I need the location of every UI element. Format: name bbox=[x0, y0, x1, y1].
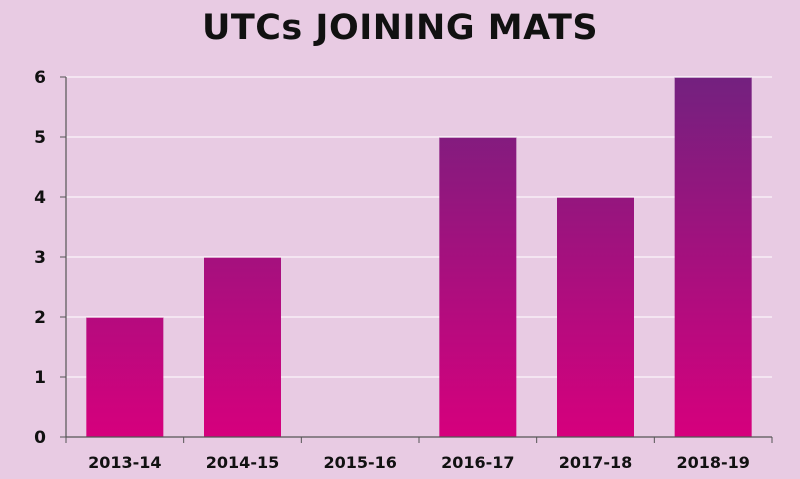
gridlines bbox=[66, 76, 772, 378]
axes bbox=[60, 76, 773, 443]
x-tick-label: 2014-15 bbox=[206, 453, 279, 472]
bar bbox=[674, 77, 752, 437]
bar bbox=[86, 317, 164, 437]
chart-title: UTCs JOINING MATS bbox=[201, 8, 599, 48]
bar bbox=[204, 257, 281, 437]
bar bbox=[557, 197, 634, 437]
x-tick-label: 2018-19 bbox=[676, 453, 749, 472]
bars bbox=[86, 76, 752, 437]
tick-labels: 0 1 2 3 4 5 6 2013-14 2014-15 2015-16 2016-17 2017-… bbox=[34, 68, 750, 472]
x-tick-label: 2016-17 bbox=[441, 453, 514, 472]
y-tick-label: 4 bbox=[34, 188, 46, 208]
y-tick-label: 5 bbox=[34, 128, 46, 148]
y-tick-label: 1 bbox=[34, 368, 46, 388]
x-tick-label: 2013-14 bbox=[88, 453, 161, 472]
bar bbox=[439, 137, 517, 437]
x-tick-label: 2015-16 bbox=[323, 453, 396, 472]
x-tick-label: 2017-18 bbox=[559, 453, 632, 472]
y-tick-label: 0 bbox=[34, 428, 46, 448]
y-tick-label: 3 bbox=[34, 248, 46, 268]
y-tick-label: 2 bbox=[34, 308, 46, 328]
y-tick-label: 6 bbox=[34, 68, 46, 88]
